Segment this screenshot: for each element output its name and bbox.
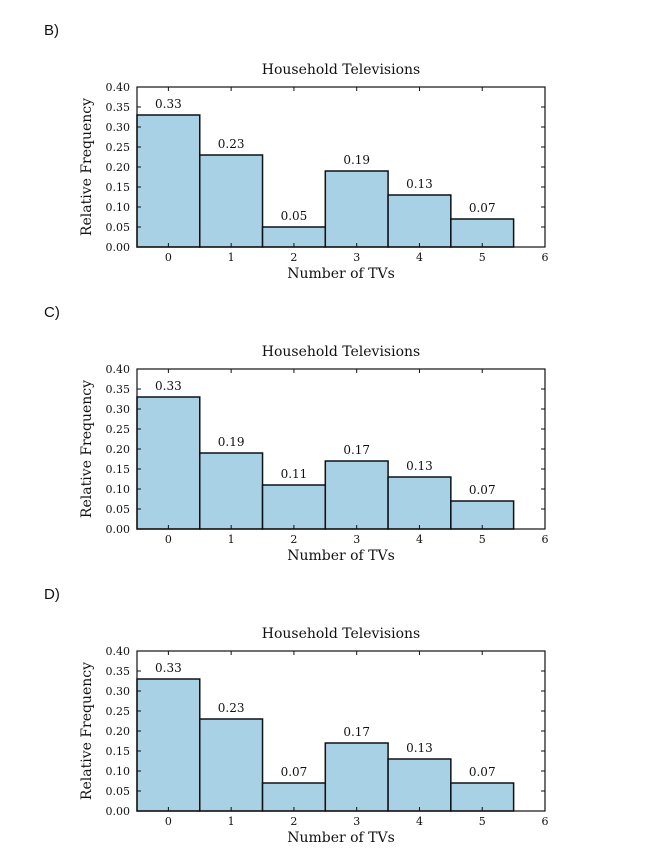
bar-1 [199, 718, 264, 812]
x-tick-label: 1 [228, 533, 235, 546]
x-tick-label: 6 [542, 251, 549, 264]
x-tick-label: 4 [416, 815, 423, 828]
chart-title: Household Televisions [262, 62, 420, 78]
y-tick-label: 0.40 [106, 645, 131, 658]
bar-4 [387, 194, 452, 248]
x-tick-label: 5 [479, 251, 486, 264]
x-tick-label: 3 [353, 533, 360, 546]
x-axis-label: Number of TVs [287, 548, 395, 564]
bar-1 [199, 452, 264, 530]
y-tick-label: 0.25 [106, 423, 131, 436]
y-axis-label: Relative Frequency [79, 380, 95, 518]
data-label-5: 0.07 [469, 765, 496, 779]
x-tick-label: 6 [542, 815, 549, 828]
y-tick-label: 0.05 [106, 785, 131, 798]
x-tick-label: 2 [290, 815, 297, 828]
data-label-1: 0.23 [218, 137, 245, 151]
x-axis-label: Number of TVs [287, 830, 395, 846]
y-tick-label: 0.05 [106, 221, 131, 234]
histogram-chart-d: Household Televisions 0.33 0.23 0.07 0.17 0.1… [79, 626, 549, 846]
y-tick-label: 0.05 [106, 503, 131, 516]
x-tick-label: 5 [479, 533, 486, 546]
data-label-3: 0.19 [343, 153, 370, 167]
data-label-2: 0.11 [281, 467, 308, 481]
data-label-4: 0.13 [406, 177, 433, 191]
option-label-d: D) [44, 586, 60, 603]
bar-1 [199, 154, 264, 248]
y-tick-label: 0.15 [106, 181, 131, 194]
chart-title: Household Televisions [262, 626, 420, 642]
data-label-1: 0.19 [218, 435, 245, 449]
data-label-1: 0.23 [218, 701, 245, 715]
x-tick-label: 2 [290, 251, 297, 264]
bar-2 [261, 782, 327, 812]
data-label-3: 0.17 [343, 725, 370, 739]
y-tick-label: 0.40 [106, 81, 131, 94]
bar-4 [387, 476, 452, 530]
data-label-4: 0.13 [406, 741, 433, 755]
y-tick-label: 0.20 [106, 443, 131, 456]
y-tick-label: 0.30 [106, 121, 131, 134]
y-tick-label: 0.25 [106, 705, 131, 718]
bar-2 [261, 484, 327, 530]
histogram-chart-b: Household Televisions 0.33 0.23 0.05 0.19 0.1… [79, 62, 549, 282]
bar-3 [324, 460, 389, 530]
x-tick-label: 5 [479, 815, 486, 828]
y-tick-label: 0.15 [106, 463, 131, 476]
y-tick-label: 0.20 [106, 725, 131, 738]
x-tick-label: 1 [228, 815, 235, 828]
y-tick-label: 0.30 [106, 685, 131, 698]
data-label-0: 0.33 [155, 97, 182, 111]
bar-5 [450, 218, 515, 248]
x-tick-label: 0 [165, 533, 172, 546]
data-label-4: 0.13 [406, 459, 433, 473]
data-label-5: 0.07 [469, 483, 496, 497]
y-tick-label: 0.00 [106, 241, 131, 254]
data-label-2: 0.07 [281, 765, 308, 779]
x-tick-label: 3 [353, 251, 360, 264]
x-tick-label: 0 [165, 815, 172, 828]
y-tick-label: 0.20 [106, 161, 131, 174]
y-tick-label: 0.00 [106, 523, 131, 536]
y-tick-label: 0.35 [106, 665, 131, 678]
option-label-c: C) [44, 304, 60, 321]
y-tick-label: 0.10 [106, 765, 131, 778]
x-tick-label: 4 [416, 533, 423, 546]
x-tick-label: 2 [290, 533, 297, 546]
x-tick-label: 6 [542, 533, 549, 546]
y-tick-label: 0.00 [106, 805, 131, 818]
y-tick-label: 0.10 [106, 483, 131, 496]
x-tick-label: 1 [228, 251, 235, 264]
chart-title: Household Televisions [262, 344, 420, 360]
y-axis-label: Relative Frequency [79, 662, 95, 800]
bar-3 [324, 170, 389, 248]
bar-0 [136, 678, 201, 812]
bar-0 [136, 114, 201, 248]
bar-4 [387, 758, 452, 812]
data-label-2: 0.05 [281, 209, 308, 223]
y-tick-label: 0.25 [106, 141, 131, 154]
data-label-3: 0.17 [343, 443, 370, 457]
option-label-b: B) [44, 22, 59, 39]
data-label-5: 0.07 [469, 201, 496, 215]
y-tick-label: 0.35 [106, 383, 131, 396]
x-tick-label: 3 [353, 815, 360, 828]
histogram-chart-c: Household Televisions 0.33 0.19 0.11 0.17 0.1… [79, 344, 549, 564]
x-tick-label: 4 [416, 251, 423, 264]
y-tick-label: 0.30 [106, 403, 131, 416]
data-label-0: 0.33 [155, 661, 182, 675]
bar-5 [450, 500, 515, 530]
y-tick-label: 0.40 [106, 363, 131, 376]
y-tick-label: 0.15 [106, 745, 131, 758]
data-label-0: 0.33 [155, 379, 182, 393]
bar-5 [450, 782, 515, 812]
x-tick-label: 0 [165, 251, 172, 264]
bar-0 [136, 396, 201, 530]
x-axis-label: Number of TVs [287, 266, 395, 282]
y-axis-label: Relative Frequency [79, 98, 95, 236]
bar-3 [324, 742, 389, 812]
y-tick-label: 0.10 [106, 201, 131, 214]
y-tick-label: 0.35 [106, 101, 131, 114]
